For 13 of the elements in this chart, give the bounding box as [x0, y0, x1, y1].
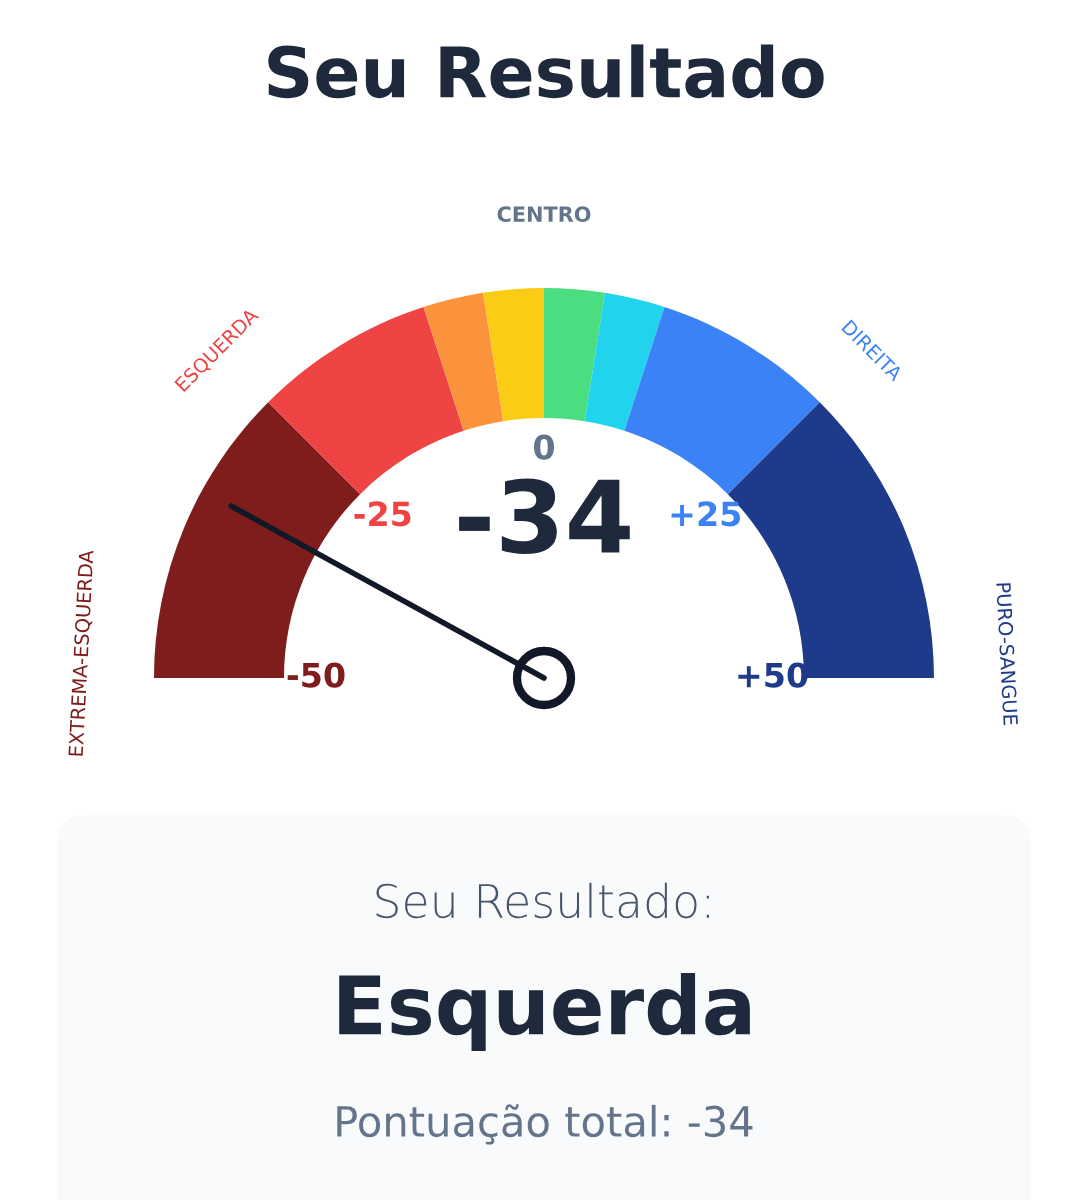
text: -34: [459, 478, 630, 555]
text: Esquerda: [339, 973, 750, 1051]
text: Pontuação total: -34: [337, 1104, 753, 1145]
chart-title: Seu Resultado: [268, 44, 824, 99]
slice-label: EXTREMA-ESQUERDA: [68, 549, 96, 756]
text: -50: [287, 662, 345, 688]
text: 0: [534, 434, 554, 460]
slice-label: PURO-SANGUE: [996, 583, 1019, 726]
text: Seu Resultado:: [376, 882, 710, 919]
text: +25: [671, 501, 741, 527]
text: +50: [738, 662, 808, 688]
text: -25: [354, 501, 411, 527]
text: CENTRO: [497, 206, 591, 223]
